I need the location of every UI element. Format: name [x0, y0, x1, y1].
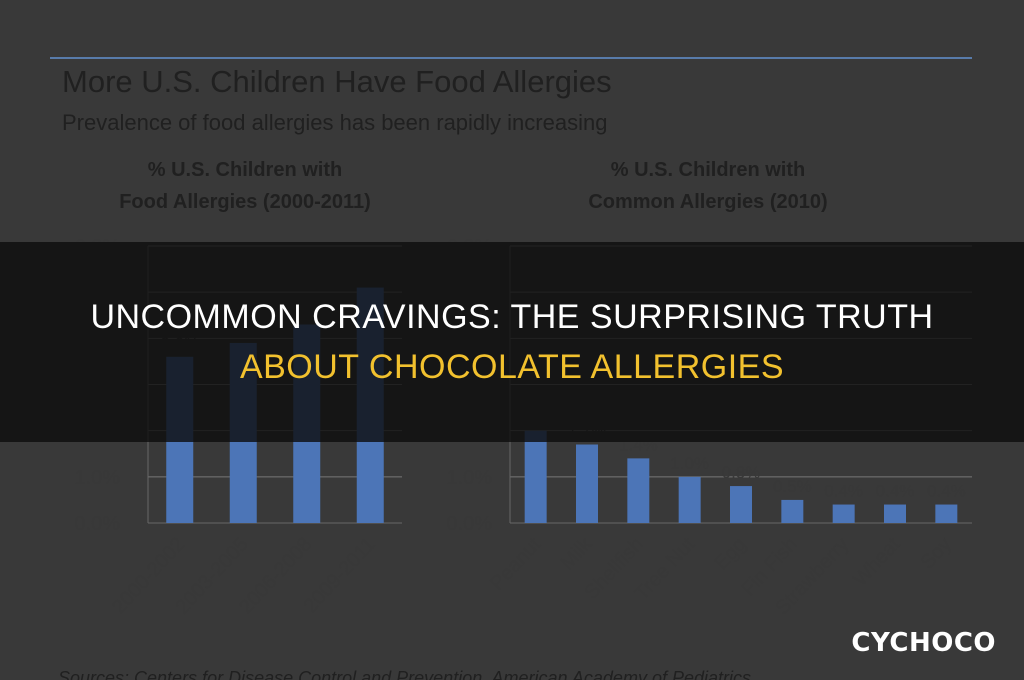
image-subtitle: Prevalence of food allergies has been ra…	[62, 110, 607, 135]
bar	[678, 476, 701, 523]
chart-title-line: % U.S. Children with	[148, 159, 342, 181]
bar	[884, 504, 906, 523]
title-banner: Uncommon Cravings: The Surprising Truth …	[0, 242, 1024, 442]
sources-text: Sources: Centers for Disease Control and…	[58, 668, 751, 680]
bar-value-label: 0.4%	[927, 482, 966, 501]
bar-value-label: 1.0%	[670, 454, 709, 473]
bar-value-label: 0.4%	[876, 482, 915, 501]
image-title: More U.S. Children Have Food Allergies	[62, 64, 612, 99]
bar	[524, 430, 547, 523]
y-tick-label: 1.0%	[446, 467, 492, 489]
chart-title-line: % U.S. Children with	[611, 159, 805, 181]
bar-value-label: 0.5%	[773, 477, 812, 496]
bar	[781, 499, 804, 523]
banner-line-2: About Chocolate Allergies	[239, 348, 785, 386]
y-tick-label: 0.0%	[74, 513, 120, 535]
chart-title-line: Common Allergies (2010)	[588, 191, 827, 213]
bar	[576, 444, 598, 523]
bar-value-label: 0.8%	[722, 463, 761, 482]
bar	[935, 504, 958, 523]
bar	[832, 504, 855, 523]
bar	[730, 486, 752, 523]
brand-logo-text: CYCHOCO	[851, 628, 996, 658]
bar-value-label: 0.4%	[824, 482, 863, 501]
chart-title-line: Food Allergies (2000-2011)	[119, 191, 371, 213]
bar	[627, 458, 650, 523]
y-tick-label: 0.0%	[446, 513, 492, 535]
banner-line-1: Uncommon Cravings: The Surprising Truth	[90, 298, 934, 336]
y-tick-label: 1.0%	[74, 467, 120, 489]
